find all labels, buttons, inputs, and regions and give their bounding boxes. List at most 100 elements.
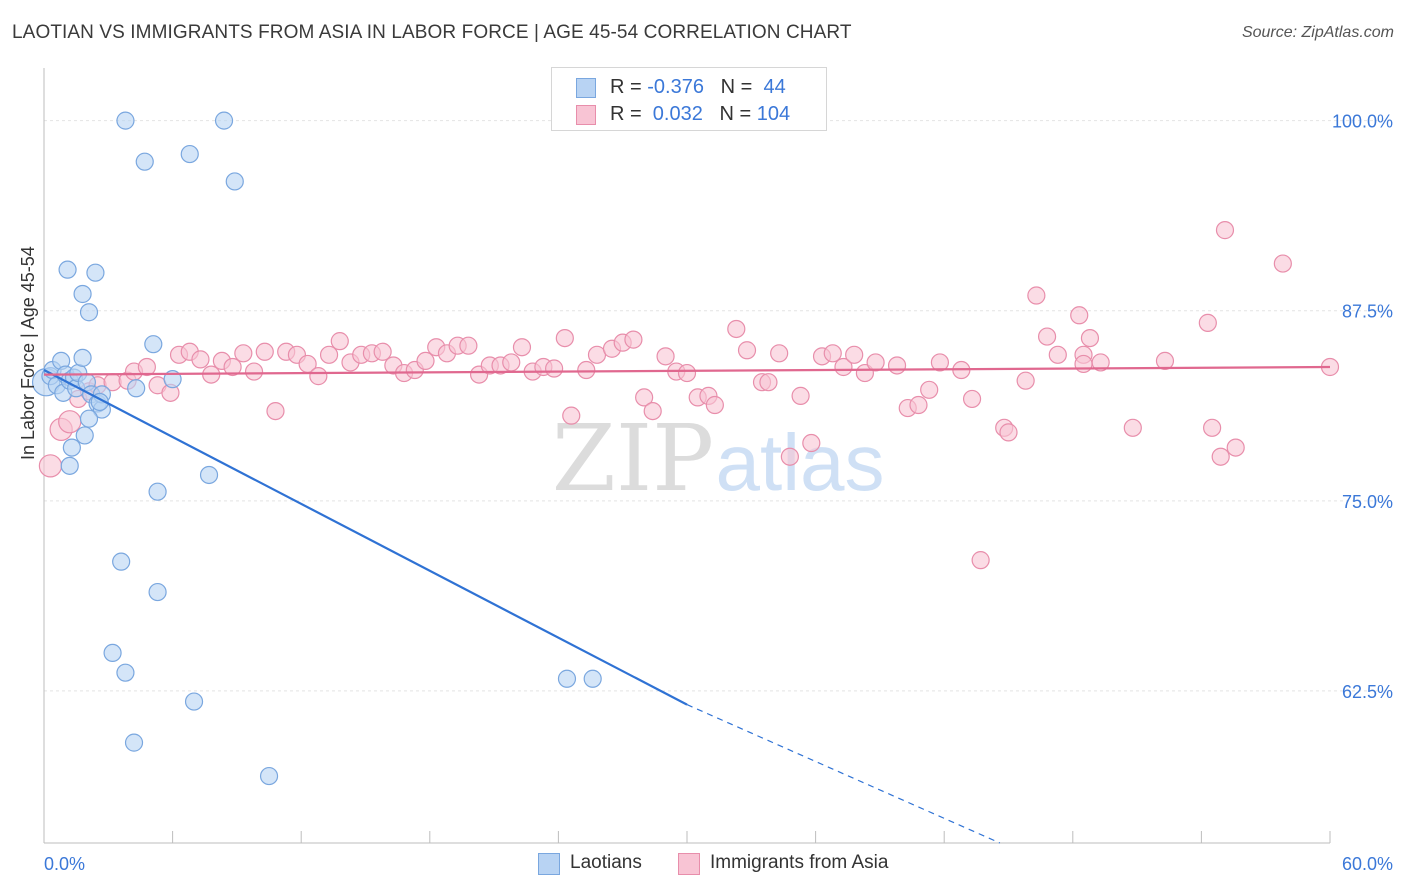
legend-n-value: 44 xyxy=(757,76,786,98)
point-immigrants-from-asia xyxy=(555,328,574,348)
point-laotian xyxy=(148,482,167,501)
point-laotian xyxy=(180,144,199,164)
legend: R = -0.376 N = 44 R = 0.032 N = 104 xyxy=(551,67,827,131)
source-label: Source: ZipAtlas.com xyxy=(1241,24,1394,41)
point-immigrants-from-asia xyxy=(373,342,392,361)
point-immigrants-from-asia xyxy=(255,342,274,361)
legend-n-label: N = xyxy=(719,103,757,125)
point-immigrants-from-asia xyxy=(416,351,435,371)
point-immigrants-from-asia xyxy=(1215,221,1235,240)
point-immigrants-from-asia xyxy=(191,350,210,369)
y-axis-label: In Labor Force | Age 45-54 xyxy=(18,246,38,460)
point-laotian xyxy=(79,303,99,322)
point-immigrants-from-asia xyxy=(38,454,63,478)
point-immigrants-from-asia xyxy=(635,388,654,407)
series-laotians xyxy=(31,111,602,786)
trend-line-immigrants-from-asia xyxy=(43,365,1331,376)
point-immigrants-from-asia xyxy=(58,410,82,434)
point-laotian xyxy=(75,426,94,445)
chart-title: LAOTIAN VS IMMIGRANTS FROM ASIA IN LABOR… xyxy=(12,22,852,43)
point-immigrants-from-asia xyxy=(971,551,990,570)
point-immigrants-from-asia xyxy=(866,353,885,372)
y-tick-label: 75.0% xyxy=(1342,492,1393,512)
point-immigrants-from-asia xyxy=(1080,328,1100,348)
point-immigrants-from-asia xyxy=(999,423,1018,442)
point-immigrants-from-asia xyxy=(834,357,853,377)
point-laotian xyxy=(112,552,131,571)
series-immigrants-from-asia xyxy=(38,221,1340,570)
point-immigrants-from-asia xyxy=(624,330,643,349)
point-immigrants-from-asia xyxy=(887,356,907,375)
point-laotian xyxy=(214,111,234,130)
point-laotian xyxy=(103,643,122,663)
point-immigrants-from-asia xyxy=(727,319,746,339)
point-immigrants-from-asia xyxy=(1203,418,1222,437)
point-laotian xyxy=(62,438,81,457)
point-immigrants-from-asia xyxy=(780,447,799,466)
point-immigrants-from-asia xyxy=(319,345,339,364)
point-immigrants-from-asia xyxy=(223,357,242,377)
legend-r-value: -0.376 xyxy=(647,76,704,98)
point-immigrants-from-asia xyxy=(1273,254,1292,273)
point-laotian xyxy=(86,263,105,282)
point-immigrants-from-asia xyxy=(577,360,596,380)
point-laotian xyxy=(73,348,92,367)
point-immigrants-from-asia xyxy=(1123,418,1142,437)
point-immigrants-from-asia xyxy=(823,344,842,363)
grid-lines xyxy=(44,120,1392,692)
watermark: ZIP atlas xyxy=(552,405,885,512)
point-immigrants-from-asia xyxy=(244,362,264,381)
point-laotian xyxy=(583,669,602,688)
point-laotian xyxy=(79,409,99,428)
point-immigrants-from-asia xyxy=(266,401,285,421)
point-immigrants-from-asia xyxy=(791,386,810,405)
point-immigrants-from-asia xyxy=(512,338,532,357)
axes xyxy=(43,68,1331,844)
point-immigrants-from-asia xyxy=(1155,351,1175,371)
point-immigrants-from-asia xyxy=(737,341,757,360)
watermark-atlas: atlas xyxy=(716,418,885,507)
point-immigrants-from-asia xyxy=(309,367,328,386)
x-tick-label-max: 60.0% xyxy=(1342,854,1393,874)
y-tick-label: 100.0% xyxy=(1332,112,1393,132)
point-immigrants-from-asia xyxy=(1226,438,1245,457)
point-laotian xyxy=(58,260,77,279)
point-immigrants-from-asia xyxy=(1211,447,1230,466)
point-immigrants-from-asia xyxy=(705,395,724,415)
point-immigrants-from-asia xyxy=(920,380,939,399)
point-laotian xyxy=(184,692,204,711)
point-immigrants-from-asia xyxy=(234,344,253,363)
point-immigrants-from-asia xyxy=(459,336,478,355)
point-immigrants-from-asia xyxy=(845,345,864,364)
tick-labels: 62.5% 75.0% 87.5% 100.0% 0.0% 60.0% xyxy=(44,112,1393,874)
point-immigrants-from-asia xyxy=(770,344,789,363)
trend-lines xyxy=(43,365,1331,844)
point-laotian xyxy=(148,582,167,602)
point-laotian xyxy=(259,766,279,786)
point-immigrants-from-asia xyxy=(330,332,349,351)
point-laotian xyxy=(116,111,135,130)
legend-r-value: 0.032 xyxy=(647,103,703,125)
watermark-zip: ZIP xyxy=(552,405,714,512)
point-immigrants-from-asia xyxy=(1074,354,1093,374)
point-laotian xyxy=(116,663,135,682)
bottom-legend-swatch-laotians xyxy=(538,853,560,875)
point-immigrants-from-asia xyxy=(909,395,928,415)
point-immigrants-from-asia xyxy=(962,389,982,409)
point-immigrants-from-asia xyxy=(1027,286,1046,305)
trend-line-laotians xyxy=(43,369,688,706)
y-tick-label: 87.5% xyxy=(1342,302,1393,322)
point-laotian xyxy=(557,669,577,688)
point-laotian xyxy=(73,284,92,304)
point-immigrants-from-asia xyxy=(802,433,821,453)
point-immigrants-from-asia xyxy=(137,357,156,377)
point-laotian xyxy=(127,379,146,398)
point-laotian xyxy=(225,172,244,191)
point-laotian xyxy=(199,465,219,485)
legend-r-label: R = xyxy=(610,76,648,98)
point-immigrants-from-asia xyxy=(1198,313,1217,332)
y-tick-label: 62.5% xyxy=(1342,682,1393,702)
legend-n-label: N = xyxy=(720,76,758,98)
x-tick-label-min: 0.0% xyxy=(44,854,85,874)
